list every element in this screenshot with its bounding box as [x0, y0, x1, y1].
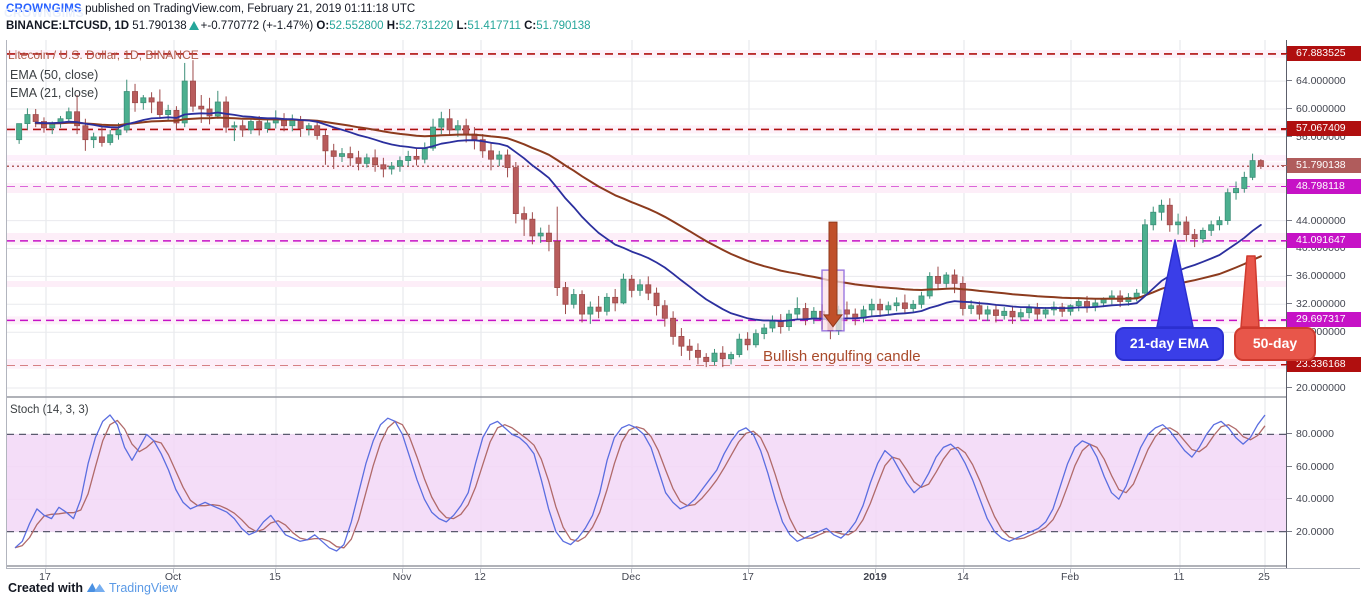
time-tick-mark — [1070, 569, 1071, 573]
close-value: 51.790138 — [536, 20, 591, 32]
time-tick: 14 — [957, 571, 969, 583]
callout-50day: 50-day — [1234, 327, 1316, 361]
footer: Created with TradingView — [8, 578, 178, 598]
time-tick: 11 — [1173, 571, 1185, 583]
triangle-up-icon — [188, 21, 199, 30]
price-tick: 64.000000 — [1287, 74, 1361, 88]
price-tick: 20.000000 — [1287, 381, 1361, 395]
open-key: O: — [316, 20, 330, 32]
open-value: 52.552800 — [329, 20, 384, 32]
time-tick-mark — [963, 569, 964, 573]
time-tick: 2019 — [863, 571, 887, 583]
time-tick: Dec — [621, 571, 641, 583]
time-tick-mark — [875, 569, 876, 573]
low-value: 51.417711 — [467, 20, 521, 32]
time-tick-mark — [748, 569, 749, 573]
high-value: 52.731220 — [398, 20, 454, 32]
stoch-tick: 40.0000 — [1287, 492, 1361, 506]
time-tick-mark — [1179, 569, 1180, 573]
author-name[interactable]: CROWNGIMS — [6, 3, 82, 15]
time-tick-mark — [1264, 569, 1265, 573]
time-tick: 17 — [39, 571, 51, 583]
price-tick: 36.000000 — [1287, 269, 1361, 283]
time-tick: Nov — [392, 571, 412, 583]
footer-created-label: Created with — [8, 581, 84, 595]
change-value: +-0.770772 (+-1.47%) — [200, 20, 314, 32]
tradingview-logo-icon — [86, 582, 106, 593]
symbol-quote-line: BINANCE:LTCUSD, 1D 51.790138 +-0.770772 (… — [6, 18, 1346, 34]
publish-line: CROWNGIMS published on TradingView.com, … — [6, 2, 1346, 17]
time-tick-mark — [45, 569, 46, 573]
high-key: H: — [386, 20, 399, 32]
publish-text: published on TradingView.com, February 2… — [81, 3, 416, 15]
time-tick: 17 — [742, 571, 754, 583]
stoch-tick: 60.0000 — [1287, 460, 1361, 474]
price-level-label[interactable]: 29.697317 — [1281, 312, 1361, 328]
chart-frame: 64.00000060.00000056.00000052.00000044.0… — [6, 40, 1361, 568]
price-level-label[interactable]: 51.790138 — [1281, 158, 1361, 174]
time-tick-mark — [631, 569, 632, 573]
price-level-label[interactable]: 57.067409 — [1281, 121, 1361, 137]
time-tick: Oct — [164, 571, 182, 583]
price-level-label[interactable]: 67.883525 — [1281, 45, 1361, 61]
price-level-label[interactable]: 48.798118 — [1281, 179, 1361, 195]
footer-brand: TradingView — [109, 581, 178, 595]
time-tick: 12 — [474, 571, 486, 583]
chart-plot-area[interactable] — [6, 40, 1287, 568]
price-axis[interactable]: 64.00000060.00000056.00000052.00000044.0… — [1281, 40, 1361, 568]
time-tick-mark — [402, 569, 403, 573]
price-tick: 32.000000 — [1287, 297, 1361, 311]
stoch-tick: 20.0000 — [1287, 525, 1361, 539]
time-tick: Feb — [1060, 571, 1080, 583]
symbol-label[interactable]: BINANCE:LTCUSD, 1D — [6, 20, 130, 32]
time-tick-mark — [173, 569, 174, 573]
close-key: C: — [524, 20, 537, 32]
chart-header: CROWNGIMS published on TradingView.com, … — [6, 2, 1346, 34]
low-key: L: — [456, 20, 468, 32]
time-tick: 25 — [1258, 571, 1270, 583]
chart-canvas — [7, 40, 1287, 568]
stoch-tick: 80.0000 — [1287, 427, 1361, 441]
time-tick-mark — [275, 569, 276, 573]
time-tick: 15 — [269, 571, 281, 583]
last-price: 51.790138 — [132, 20, 187, 32]
time-axis[interactable]: 17 Oct 15 Nov 12 Dec 17 2019 14 Feb 11 25 — [6, 568, 1360, 587]
price-level-label[interactable]: 41.091647 — [1281, 232, 1361, 248]
price-tick: 60.000000 — [1287, 102, 1361, 116]
time-tick-mark — [480, 569, 481, 573]
price-tick: 44.000000 — [1287, 214, 1361, 228]
callout-21day-ema: 21-day EMA — [1115, 327, 1224, 361]
